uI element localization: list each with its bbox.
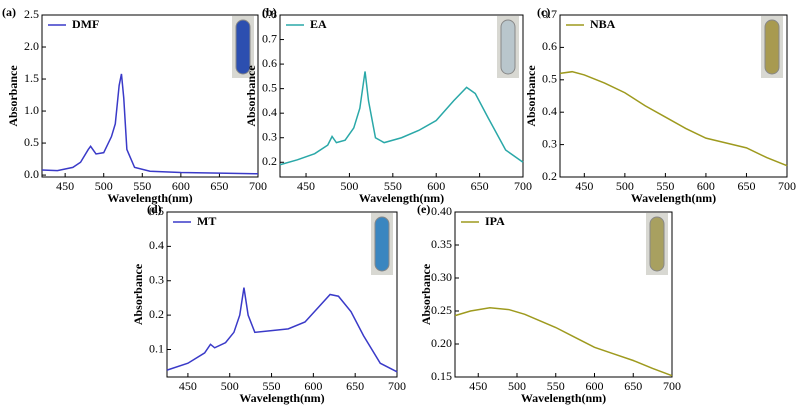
vial	[764, 19, 780, 75]
y-tick-label: 1.0	[24, 103, 39, 117]
y-tick-label: 0.4	[542, 104, 557, 118]
y-tick-label: 2.0	[24, 39, 39, 53]
vial	[235, 19, 251, 75]
y-axis-label: Absorbance	[419, 263, 433, 325]
legend-label: IPA	[485, 214, 505, 228]
vial	[374, 216, 390, 272]
x-tick-label: 600	[697, 179, 715, 193]
y-tick-label: 0.4	[149, 238, 164, 252]
panel-label: (c)	[537, 5, 550, 19]
y-axis-label: Absorbance	[244, 65, 258, 127]
x-axis-label: Wavelength(nm)	[107, 191, 192, 205]
y-axis-label: Absorbance	[131, 263, 145, 325]
x-tick-label: 450	[575, 179, 593, 193]
x-axis-label: Wavelength(nm)	[631, 191, 716, 205]
y-tick-label: 0.5	[542, 72, 557, 86]
x-tick-label: 650	[737, 179, 755, 193]
y-tick-label: 0.40	[431, 204, 452, 218]
y-tick-label: 1.5	[24, 71, 39, 85]
plot-frame	[166, 211, 398, 378]
y-tick-label: 0.7	[542, 7, 557, 21]
y-tick-label: 0.2	[262, 154, 277, 168]
x-tick-label: 700	[778, 179, 796, 193]
legend-label: DMF	[72, 17, 99, 31]
y-tick-label: 0.2	[542, 169, 557, 183]
x-tick-label: 650	[624, 379, 642, 393]
plot-frame	[41, 14, 259, 178]
x-tick-label: 550	[133, 179, 151, 193]
data-line	[41, 73, 259, 175]
x-tick-label: 450	[179, 379, 197, 393]
data-line	[559, 70, 788, 167]
x-axis-label: Wavelength(nm)	[359, 191, 444, 205]
x-axis-label: Wavelength(nm)	[239, 391, 324, 405]
x-tick-label: 600	[586, 379, 604, 393]
panel-label: (b)	[262, 5, 277, 19]
y-tick-label: 2.5	[24, 7, 39, 21]
x-tick-label: 550	[263, 379, 281, 393]
vial	[649, 216, 665, 272]
y-tick-label: 0.15	[431, 369, 452, 383]
x-tick-label: 600	[427, 179, 445, 193]
y-tick-label: 0.6	[542, 39, 557, 53]
y-tick-label: 0.5	[24, 135, 39, 149]
y-tick-label: 0.4	[262, 105, 277, 119]
x-tick-label: 700	[388, 379, 406, 393]
y-tick-label: 0.0	[24, 167, 39, 181]
x-tick-label: 450	[297, 179, 315, 193]
plot-frame	[454, 211, 673, 378]
y-tick-label: 0.7	[262, 31, 277, 45]
x-tick-label: 550	[547, 379, 565, 393]
x-axis-label: Wavelength(nm)	[521, 391, 606, 405]
x-tick-label: 450	[56, 179, 74, 193]
y-tick-label: 0.3	[149, 273, 164, 287]
y-tick-label: 0.25	[431, 303, 452, 317]
y-axis-label: Absorbance	[6, 65, 20, 127]
x-tick-label: 650	[471, 179, 489, 193]
legend-label: MT	[197, 214, 216, 228]
x-tick-label: 700	[663, 379, 681, 393]
plot-frame	[559, 14, 788, 178]
data-line	[279, 71, 524, 166]
y-tick-label: 0.3	[542, 136, 557, 150]
y-tick-label: 0.8	[262, 7, 277, 21]
x-tick-label: 500	[616, 179, 634, 193]
data-line	[454, 306, 673, 377]
y-tick-label: 0.35	[431, 237, 452, 251]
y-tick-label: 0.3	[262, 129, 277, 143]
x-tick-label: 550	[384, 179, 402, 193]
y-tick-label: 0.20	[431, 336, 452, 350]
y-tick-label: 0.5	[149, 204, 164, 218]
y-tick-label: 0.1	[149, 341, 164, 355]
y-tick-label: 0.30	[431, 270, 452, 284]
x-tick-label: 500	[95, 179, 113, 193]
x-tick-label: 700	[514, 179, 532, 193]
y-axis-label: Absorbance	[524, 65, 538, 127]
x-tick-label: 550	[656, 179, 674, 193]
x-tick-label: 500	[340, 179, 358, 193]
legend-label: NBA	[590, 17, 616, 31]
plot-frame	[279, 14, 524, 178]
x-tick-label: 450	[469, 379, 487, 393]
x-tick-label: 700	[249, 179, 267, 193]
y-tick-label: 0.5	[262, 80, 277, 94]
x-tick-label: 600	[304, 379, 322, 393]
legend-label: EA	[310, 17, 327, 31]
x-tick-label: 650	[210, 179, 228, 193]
panel-label: (a)	[2, 5, 16, 19]
x-tick-label: 600	[172, 179, 190, 193]
x-tick-label: 650	[346, 379, 364, 393]
x-tick-label: 500	[221, 379, 239, 393]
vial	[500, 19, 516, 75]
panel-label: (e)	[417, 202, 430, 216]
data-line	[166, 287, 398, 373]
x-tick-label: 500	[508, 379, 526, 393]
y-tick-label: 0.6	[262, 56, 277, 70]
y-tick-label: 0.2	[149, 307, 164, 321]
panel-label: (d)	[147, 202, 162, 216]
